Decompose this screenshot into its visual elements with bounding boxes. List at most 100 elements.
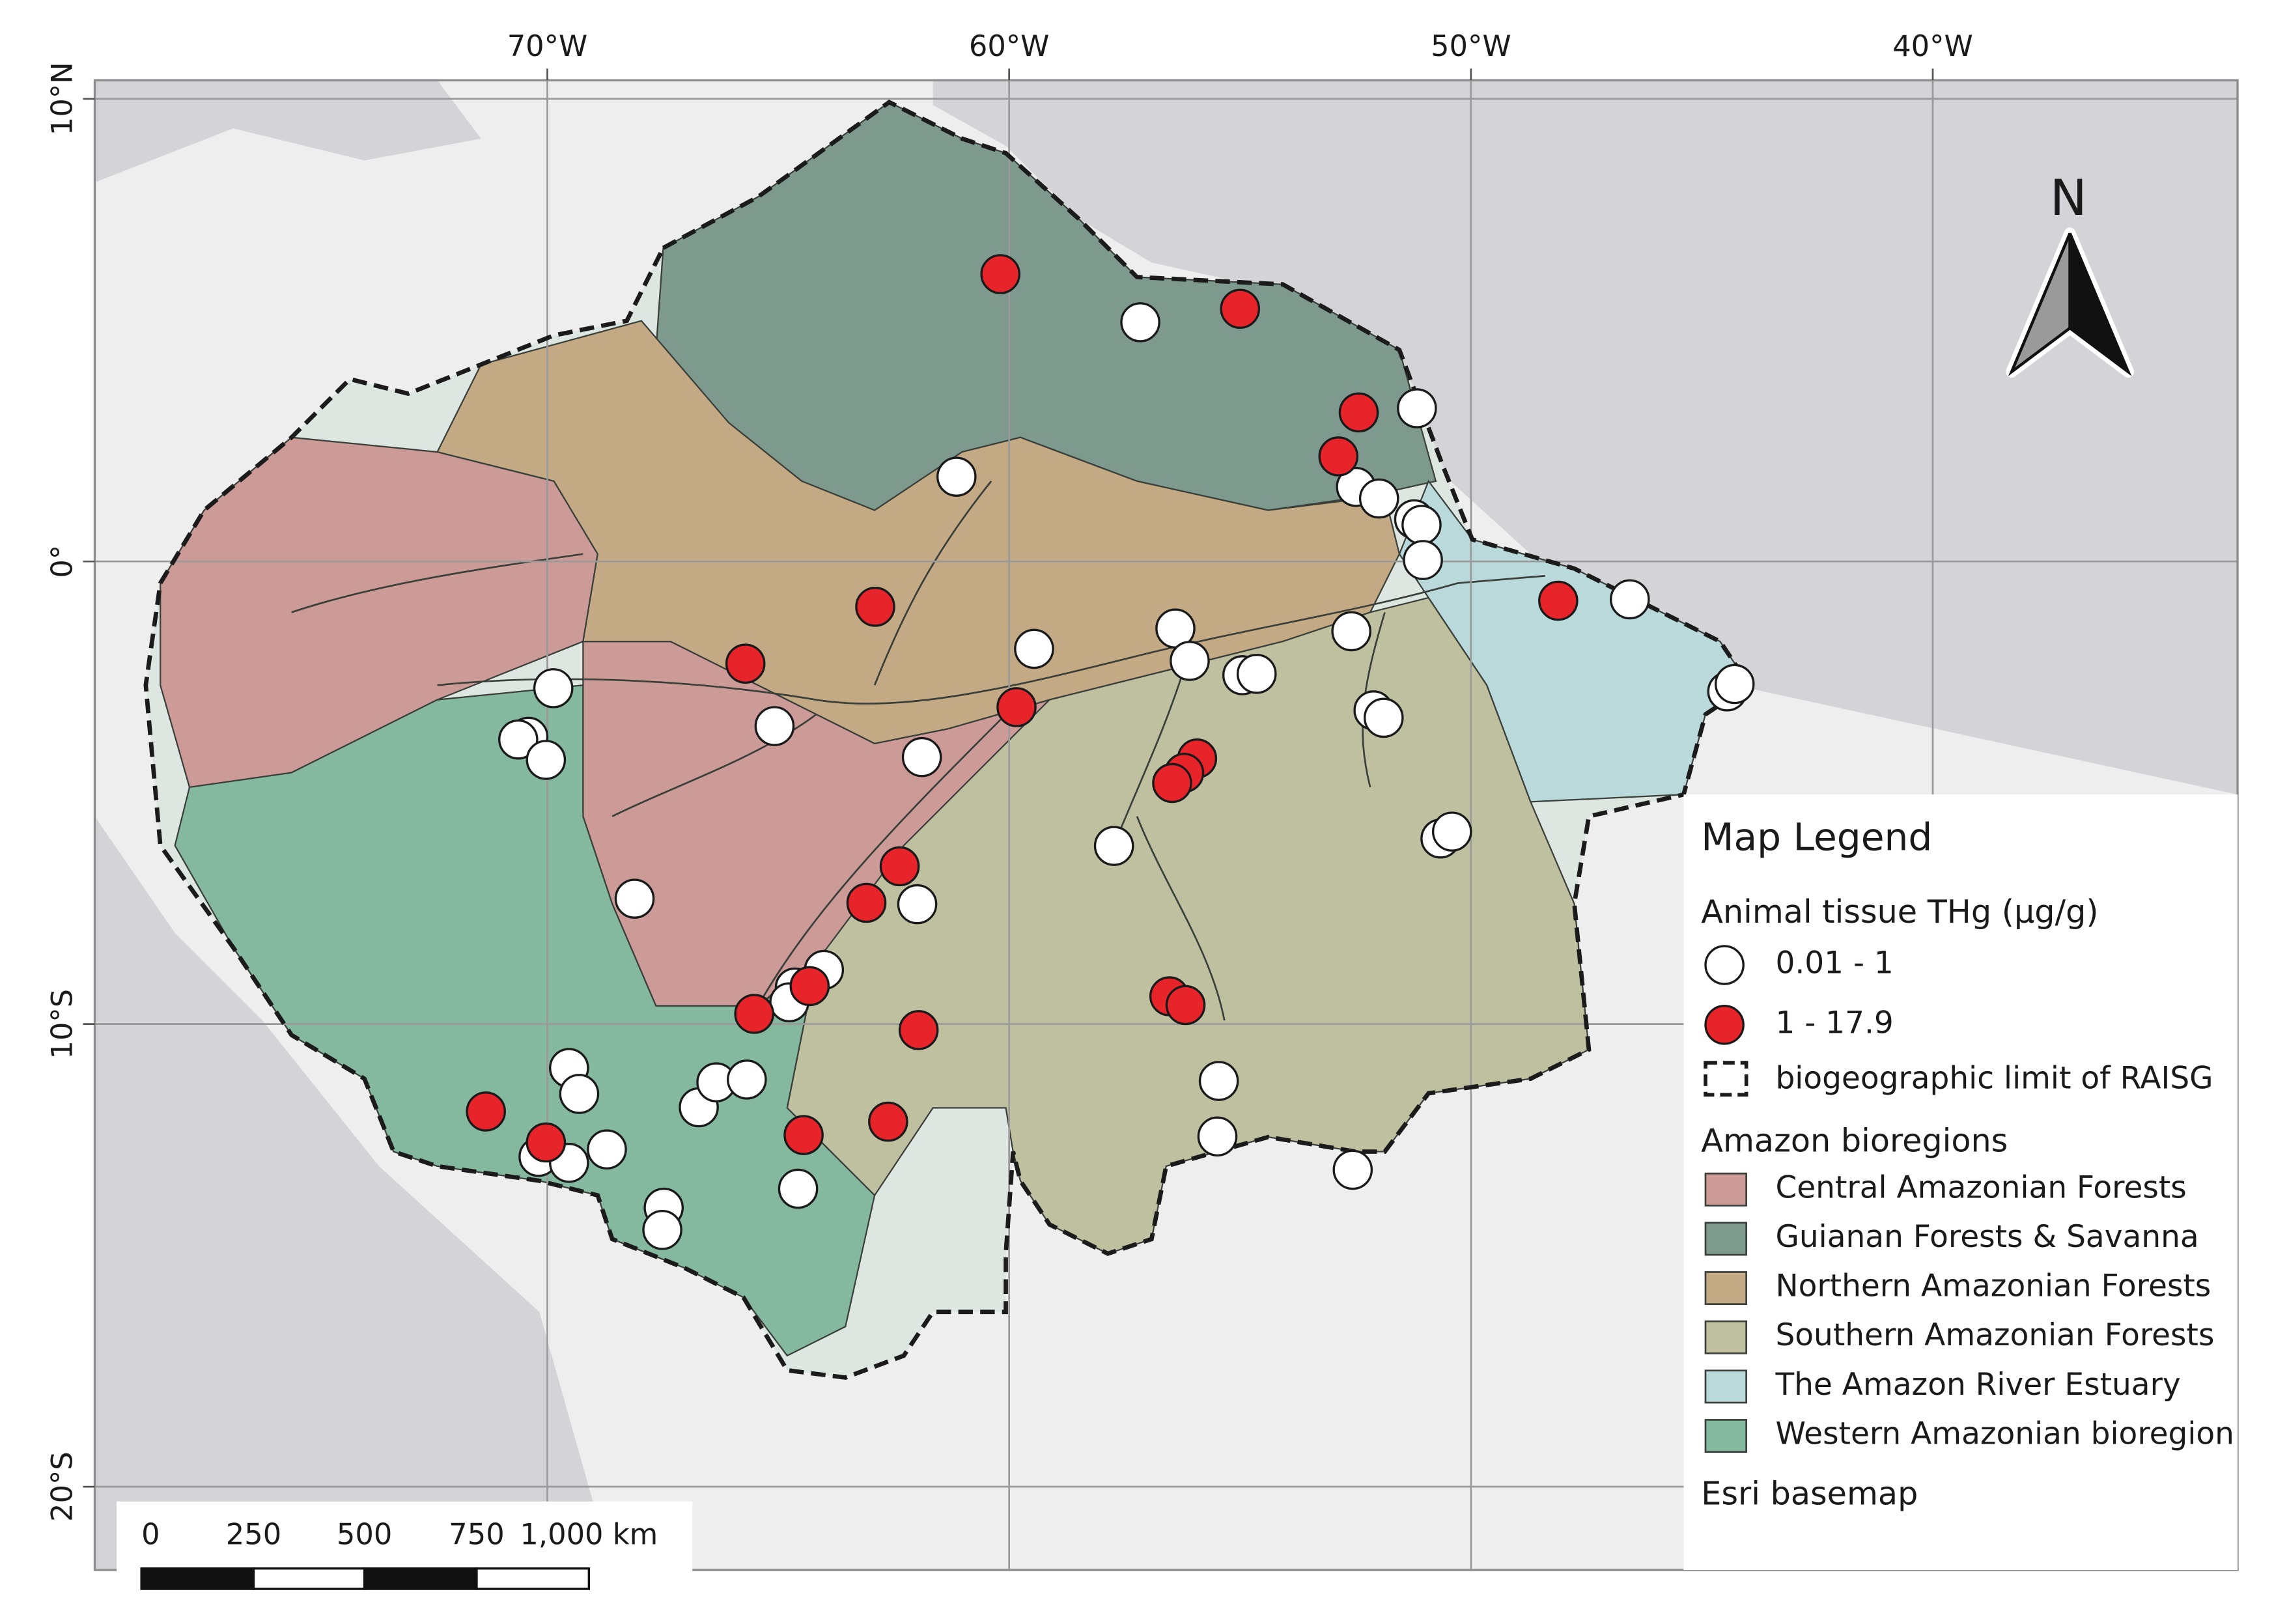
sample-point xyxy=(642,1210,682,1250)
sample-point xyxy=(1318,436,1359,477)
sample-point xyxy=(1538,580,1579,621)
ocean xyxy=(933,80,2238,795)
sample-point xyxy=(1358,478,1399,519)
sample-point xyxy=(996,687,1037,727)
legend-swatch xyxy=(1704,1172,1748,1207)
meridian-label: 70°W xyxy=(507,29,588,63)
parallel-label: 10°S xyxy=(44,989,79,1059)
meridian-label: 60°W xyxy=(969,29,1050,63)
legend-label: Western Amazonian bioregion xyxy=(1775,1416,2234,1452)
sample-point xyxy=(559,1074,600,1114)
scale-label: 500 xyxy=(337,1517,392,1552)
legend-label: Southern Amazonian Forests xyxy=(1775,1317,2214,1353)
scale-segment xyxy=(475,1567,591,1590)
river xyxy=(1136,816,1226,1021)
legend-heading: Amazon bioregions xyxy=(1701,1122,2008,1160)
scale-bar-box xyxy=(117,1501,693,1624)
sample-point xyxy=(879,846,920,887)
legend-swatch xyxy=(1704,1320,1748,1354)
sample-point xyxy=(1197,1116,1238,1157)
legend-symbol xyxy=(1704,1005,1745,1045)
legend-swatch xyxy=(1704,1369,1748,1404)
legend-label: Esri basemap xyxy=(1701,1474,1918,1512)
legend-label: 0.01 - 1 xyxy=(1775,945,1893,981)
legend-title: Map Legend xyxy=(1701,815,1932,860)
north-arrow-right xyxy=(2068,232,2132,376)
sample-point xyxy=(526,1122,567,1163)
sample-point xyxy=(1331,611,1371,652)
scale-label: 0 xyxy=(141,1517,160,1552)
ocean xyxy=(94,80,481,182)
legend-label: Guianan Forests & Savanna xyxy=(1775,1219,2198,1255)
sample-point xyxy=(778,1168,819,1209)
legend-symbol xyxy=(1704,945,1745,985)
sample-point xyxy=(734,994,774,1034)
meridian-label: 50°W xyxy=(1431,29,1511,63)
sample-point xyxy=(1714,664,1755,705)
sample-point xyxy=(855,587,895,627)
legend-swatch xyxy=(1704,1271,1748,1306)
sample-point xyxy=(1170,641,1210,681)
sample-point xyxy=(1338,392,1379,433)
graticule-labels: 70°W 60°W 50°W 40°W 10°N 0° 10°S 20°S xyxy=(44,29,1972,1522)
sample-point xyxy=(789,966,830,1007)
sample-point xyxy=(1220,288,1261,329)
legend-label: Central Amazonian Forests xyxy=(1775,1169,2186,1205)
sample-point xyxy=(1397,388,1437,428)
sample-point xyxy=(1014,628,1054,669)
sample-point xyxy=(868,1101,908,1142)
sample-point xyxy=(783,1115,824,1155)
legend-swatch xyxy=(1704,1222,1748,1256)
sample-point xyxy=(1332,1149,1373,1190)
sample-point xyxy=(498,719,539,760)
sample-point xyxy=(614,878,655,919)
meridian-label: 40°W xyxy=(1892,29,1973,63)
legend-box xyxy=(1683,794,2238,1570)
sample-point xyxy=(980,254,1020,294)
north-label: N xyxy=(2050,169,2087,227)
sample-point xyxy=(526,740,567,780)
scale-segment xyxy=(252,1567,366,1590)
scale-segment xyxy=(140,1567,255,1590)
river xyxy=(757,699,1021,1007)
sample-point xyxy=(846,882,887,923)
legend-label: biogeographic limit of RAISG xyxy=(1775,1060,2213,1096)
raisg-boundary xyxy=(143,99,1752,1380)
sample-point xyxy=(1401,505,1442,545)
scale-segment xyxy=(363,1567,478,1590)
sample-point xyxy=(1403,540,1443,580)
sample-point xyxy=(936,456,977,497)
legend-label: Northern Amazonian Forests xyxy=(1775,1268,2211,1304)
sample-point xyxy=(1152,763,1192,804)
sample-point xyxy=(897,884,938,925)
sample-point xyxy=(1198,1061,1239,1101)
sample-point xyxy=(727,1059,767,1100)
scale-label: 250 xyxy=(226,1517,281,1552)
river xyxy=(291,553,583,613)
scale-bar: 0 250 500 750 1,000 km xyxy=(117,1501,693,1624)
parallel-label: 10°N xyxy=(44,62,79,135)
sample-point xyxy=(466,1091,506,1132)
legend-heading: Animal tissue THg (µg/g) xyxy=(1701,893,2098,931)
sample-point xyxy=(1120,302,1160,343)
legend-label: 1 - 17.9 xyxy=(1775,1005,1893,1041)
sample-point xyxy=(1236,654,1277,694)
scale-label: 750 xyxy=(449,1517,504,1552)
sample-point xyxy=(1165,985,1206,1026)
rivers xyxy=(291,481,1545,1021)
sample-point xyxy=(587,1129,627,1169)
sample-point xyxy=(898,1010,939,1050)
river xyxy=(873,481,992,686)
river xyxy=(437,575,1545,705)
sample-point xyxy=(1609,579,1650,620)
parallel-label: 20°S xyxy=(44,1451,79,1522)
sample-point xyxy=(533,668,574,708)
sample-point xyxy=(725,643,766,684)
sample-points xyxy=(466,254,1755,1250)
north-arrow: N xyxy=(2006,169,2135,378)
legend-label: The Amazon River Estuary xyxy=(1775,1367,2180,1403)
legend-boundary-swatch xyxy=(1704,1061,1748,1097)
sample-point xyxy=(1093,826,1134,866)
